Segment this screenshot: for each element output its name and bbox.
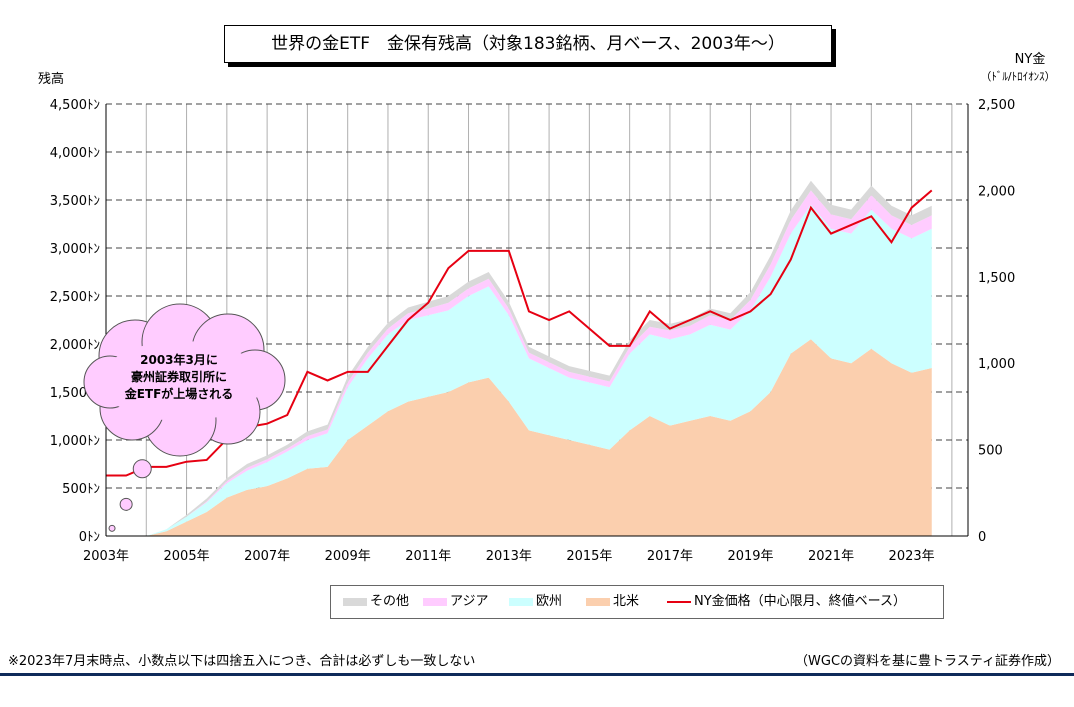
right-tick-label: 2,500 [978, 98, 1015, 113]
legend-label-asia: アジア [450, 594, 489, 609]
left-tick-label: 4,500ﾄﾝ [50, 98, 100, 113]
x-tick-label: 2017年 [647, 549, 693, 564]
right-axis-unit: （ﾄﾞﾙ/ﾄﾛｲｵﾝｽ） [980, 70, 1056, 83]
left-tick-label: 3,000ﾄﾝ [50, 242, 100, 257]
x-tick-label: 2009年 [325, 549, 371, 564]
x-tick-label: 2007年 [244, 549, 290, 564]
x-tick-label: 2019年 [727, 549, 773, 564]
legend-item-north-america: 北米 [586, 586, 639, 618]
right-tick-label: 1,000 [978, 357, 1015, 372]
legend-swatch-north-america [586, 597, 610, 606]
right-tick-label: 0 [978, 530, 986, 545]
footer-rule [0, 673, 1074, 676]
callout-line-3: 金ETFが上場される [124, 387, 234, 401]
x-tick-label: 2015年 [566, 549, 612, 564]
legend-label-north-america: 北米 [613, 594, 640, 609]
legend-swatch-gold-price [667, 600, 691, 603]
left-tick-label: 4,000ﾄﾝ [50, 146, 100, 161]
legend-label-other: その他 [370, 594, 410, 609]
x-tick-label: 2003年 [83, 549, 129, 564]
right-axis-label: NY金 [1014, 52, 1046, 67]
callout-bubble [83, 303, 286, 532]
x-tick-label: 2011年 [405, 549, 451, 564]
callout-tail-bubble [119, 497, 133, 511]
left-axis-label: 残高 [38, 72, 65, 87]
legend-item-other: その他 [343, 586, 409, 618]
legend-swatch-asia [423, 597, 447, 606]
callout-line-2: 豪州証券取引所に [130, 370, 227, 384]
legend-swatch-europe [509, 597, 533, 606]
left-tick-label: 2,500ﾄﾝ [50, 290, 100, 305]
x-tick-label: 2013年 [486, 549, 532, 564]
right-tick-label: 500 [978, 444, 1003, 459]
callout-line-1: 2003年3月に [140, 353, 218, 367]
footer-note: ※2023年7月末時点、小数点以下は四捨五入につき、合計は必ずしも一致しない [8, 654, 476, 669]
callout-tail-bubble [108, 524, 116, 532]
footer-source: （WGCの資料を基に豊トラスティ証券作成） [795, 654, 1060, 669]
left-tick-label: 500ﾄﾝ [62, 482, 100, 497]
right-tick-label: 1,500 [978, 271, 1015, 286]
left-tick-label: 1,000ﾄﾝ [50, 434, 100, 449]
x-tick-label: 2021年 [808, 549, 854, 564]
legend-label-gold-price: NY金価格（中心限月、終値ベース） [694, 594, 907, 609]
legend-item-asia: アジア [423, 586, 488, 618]
legend-swatch-other [343, 597, 367, 606]
area-north-america [106, 339, 932, 536]
area-other [106, 180, 932, 537]
callout-cloud-body [100, 341, 264, 421]
right-tick-label: 2,000 [978, 184, 1015, 199]
left-tick-label: 2,000ﾄﾝ [50, 338, 100, 353]
legend-label-europe: 欧州 [536, 594, 563, 609]
x-tick-label: 2023年 [889, 549, 935, 564]
left-tick-label: 3,500ﾄﾝ [50, 194, 100, 209]
legend-item-europe: 欧州 [509, 586, 562, 618]
chart-title: 世界の金ETF 金保有残高（対象183銘柄、月ベース、2003年～） [224, 25, 832, 63]
x-tick-label: 2005年 [164, 549, 210, 564]
legend-item-gold-price: NY金価格（中心限月、終値ベース） [667, 586, 906, 618]
legend: その他 アジア 欧州 北米 NY金価格（中心限月、終値ベース） [330, 585, 944, 619]
area-europe [106, 204, 932, 537]
axes-layer: 0ﾄﾝ500ﾄﾝ1,000ﾄﾝ1,500ﾄﾝ2,000ﾄﾝ2,500ﾄﾝ3,00… [50, 98, 1015, 564]
callout-tail-bubble [132, 459, 152, 479]
callout-text: 2003年3月に 豪州証券取引所に 金ETFが上場される [98, 352, 260, 403]
left-tick-label: 0ﾄﾝ [79, 530, 100, 545]
